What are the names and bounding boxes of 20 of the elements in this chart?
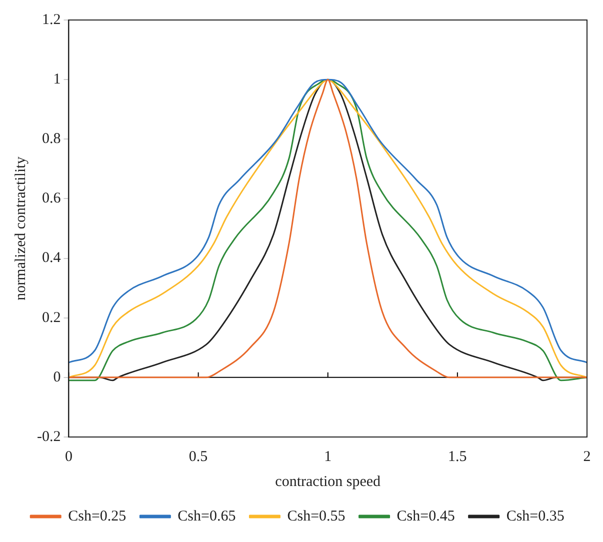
y-tick-label: 0.2 — [42, 310, 61, 326]
x-axis-title: contraction speed — [275, 474, 382, 490]
y-tick-label: 0.6 — [42, 190, 62, 207]
y-tick-label: 0.8 — [42, 131, 61, 148]
x-tick-label: 0 — [64, 448, 72, 465]
legend-label: Csh=0.65 — [178, 508, 236, 524]
y-axis-title: normalized contractility — [12, 156, 29, 300]
x-tick-label: 0.5 — [188, 448, 208, 465]
x-tick-label: 2 — [583, 448, 591, 465]
legend-label: Csh=0.35 — [506, 508, 564, 524]
legend-label: Csh=0.55 — [287, 508, 346, 524]
y-tick-label: 1 — [53, 72, 61, 88]
y-tick-label: -0.2 — [36, 428, 61, 445]
legend-label: Csh=0.45 — [396, 508, 455, 524]
y-tick-label: 1.2 — [42, 12, 61, 28]
legend-label: Csh=0.25 — [68, 508, 126, 524]
x-tick-label: 1 — [324, 448, 332, 465]
y-tick-label: 0 — [53, 369, 61, 386]
x-tick-label: 1.5 — [448, 448, 467, 465]
y-tick-label: 0.4 — [42, 250, 62, 266]
